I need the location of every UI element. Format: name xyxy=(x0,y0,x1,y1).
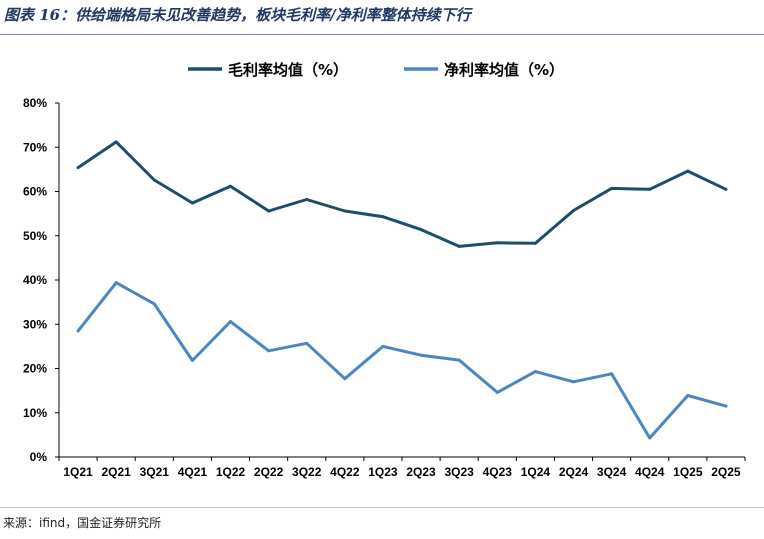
data-point xyxy=(114,140,118,144)
line-chart: 毛利率均值（%） 净利率均值（%） 0% 10% 20% 30% 40% 50% 60% 70%… xyxy=(23,61,746,479)
x-tick-label: 1Q22 xyxy=(216,465,246,479)
legend-label: 毛利率均值（%） xyxy=(228,61,348,79)
data-point xyxy=(267,209,271,213)
y-tick-label: 10% xyxy=(23,406,47,420)
y-tick-label: 70% xyxy=(23,140,47,154)
data-point xyxy=(572,380,575,384)
x-tick-label: 3Q24 xyxy=(597,465,627,479)
x-tick-label: 4Q24 xyxy=(635,465,665,479)
data-point xyxy=(152,302,156,306)
data-point xyxy=(267,349,271,353)
data-point xyxy=(610,186,614,190)
y-tick-label: 80% xyxy=(23,96,47,110)
data-point xyxy=(381,344,385,348)
y-tick-label: 20% xyxy=(23,362,47,376)
x-tick-label: 2Q21 xyxy=(101,465,131,479)
x-tick-label: 2Q22 xyxy=(254,465,284,479)
data-point xyxy=(305,197,309,201)
figure-title: 图表 16：供给端格局未见改善趋势，板块毛利率/净利率整体持续下行 xyxy=(4,6,471,24)
x-tick-label: 3Q23 xyxy=(444,465,474,479)
data-point xyxy=(457,358,461,362)
data-point xyxy=(686,169,690,173)
x-tick-label: 4Q23 xyxy=(483,465,513,479)
title-divider xyxy=(0,34,764,35)
data-point xyxy=(419,228,423,232)
data-point xyxy=(190,359,194,363)
x-tick-label: 2Q25 xyxy=(711,465,741,479)
data-point xyxy=(533,370,537,374)
y-tick-label: 30% xyxy=(23,317,47,331)
x-tick-label: 1Q23 xyxy=(368,465,398,479)
data-point xyxy=(648,187,652,191)
y-tick-label: 40% xyxy=(23,273,47,287)
data-point xyxy=(495,241,499,245)
data-point xyxy=(229,184,232,188)
y-tick-label: 60% xyxy=(23,185,47,199)
legend-label: 净利率均值（%） xyxy=(444,61,564,79)
data-point xyxy=(343,377,347,381)
data-point xyxy=(419,353,423,357)
data-point xyxy=(305,341,309,345)
data-point xyxy=(76,329,80,333)
data-point xyxy=(495,390,499,394)
data-point xyxy=(190,201,194,205)
x-tick-label: 1Q21 xyxy=(63,465,93,479)
x-tick-label: 1Q24 xyxy=(521,465,551,479)
source-note: 来源：ifind，国金证券研究所 xyxy=(3,516,162,530)
series-line-1 xyxy=(76,140,728,248)
x-tick-label: 3Q21 xyxy=(140,465,170,479)
x-tick-label: 2Q24 xyxy=(559,465,589,479)
x-tick-label: 3Q22 xyxy=(292,465,322,479)
data-point xyxy=(724,187,728,191)
x-tick-label: 2Q23 xyxy=(406,465,436,479)
x-tick-label: 4Q21 xyxy=(178,465,208,479)
chart-axes: 0% 10% 20% 30% 40% 50% 60% 70% 80% 1Q21 2Q21 3Q21 4Q… xyxy=(23,96,746,479)
x-tick-label: 4Q22 xyxy=(330,465,360,479)
chart-legend: 毛利率均值（%） 净利率均值（%） xyxy=(188,61,564,79)
footer-divider xyxy=(0,507,764,508)
data-point xyxy=(114,281,118,285)
data-point xyxy=(381,215,385,219)
data-point xyxy=(648,436,652,440)
data-point xyxy=(610,372,614,376)
data-point xyxy=(533,241,537,245)
data-point xyxy=(229,320,232,324)
data-point xyxy=(76,166,80,170)
y-tick-label: 0% xyxy=(30,450,48,464)
data-point xyxy=(343,209,347,213)
data-point xyxy=(457,244,461,248)
series-line-2 xyxy=(76,281,728,440)
data-point xyxy=(152,178,156,182)
data-point xyxy=(724,404,728,408)
x-tick-label: 1Q25 xyxy=(673,465,703,479)
y-tick-label: 50% xyxy=(23,229,47,243)
data-point xyxy=(686,393,690,397)
chart-series xyxy=(76,140,728,440)
data-point xyxy=(572,209,575,213)
